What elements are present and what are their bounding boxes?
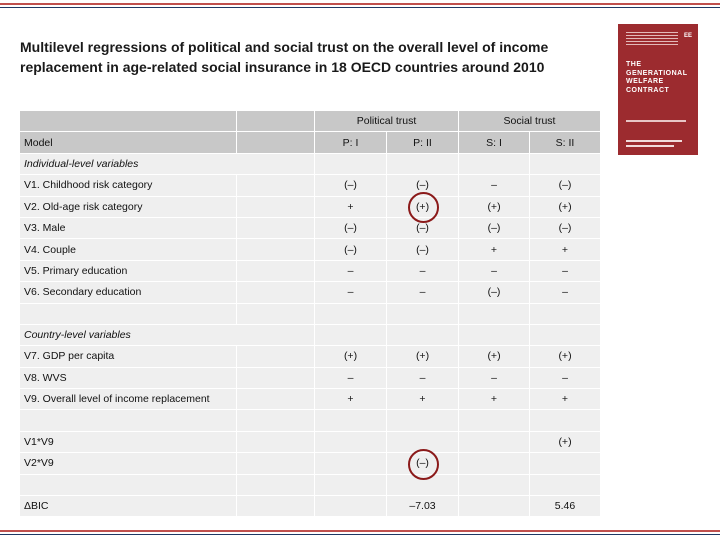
table-cell: + (459, 389, 530, 410)
row-label: V1. Childhood risk category (20, 175, 237, 196)
table-row: ΔBIC –7.03 5.46 (20, 496, 601, 517)
table-cell: (–) (459, 218, 530, 239)
table-cell: – (459, 261, 530, 282)
table-cell: + (459, 239, 530, 260)
cover-author-line (626, 140, 682, 142)
table-cell: (–) (459, 282, 530, 303)
section-label: Individual-level variables (20, 154, 315, 175)
column-header: S: I (459, 132, 530, 153)
row-label: V2*V9 (20, 453, 237, 474)
row-label: V1*V9 (20, 432, 237, 453)
table-cell (459, 432, 530, 453)
table-row: V7. GDP per capita (+) (+) (+) (+) (20, 346, 601, 367)
row-label: V2. Old-age risk category (20, 197, 237, 218)
table-row: V9. Overall level of income replacement … (20, 389, 601, 410)
book-cover-thumbnail: EE THE GENERATIONAL WELFARE CONTRACT (618, 24, 698, 155)
table-cell: – (387, 282, 459, 303)
table-row: V2. Old-age risk category + (+) (+) (+) (20, 197, 601, 218)
cover-subtitle-line (626, 120, 686, 122)
table-cell: – (387, 368, 459, 389)
table-cell: – (530, 282, 601, 303)
table-cell: (+) (530, 346, 601, 367)
bottom-decorative-band (0, 530, 720, 535)
row-label: V5. Primary education (20, 261, 237, 282)
row-label: V4. Couple (20, 239, 237, 260)
table-cell: (+) (315, 346, 387, 367)
table-cell (315, 432, 387, 453)
table-row: V3. Male (–) (–) (–) (–) (20, 218, 601, 239)
table-cell: (+) (459, 197, 530, 218)
row-label: V9. Overall level of income replacement (20, 389, 237, 410)
table-row: V2*V9 (–) (20, 453, 601, 474)
table-cell: – (387, 261, 459, 282)
table-cell: – (530, 261, 601, 282)
table-cell: + (315, 197, 387, 218)
column-header-row: Model P: I P: II S: I S: II (20, 132, 601, 153)
table-cell: (–) (315, 239, 387, 260)
section-label: Country-level variables (20, 325, 315, 346)
table-cell (315, 496, 387, 517)
spacer-row (20, 410, 601, 431)
table-cell: 5.46 (530, 496, 601, 517)
row-label: ΔBIC (20, 496, 237, 517)
table-cell: + (530, 389, 601, 410)
model-label: Model (20, 132, 237, 153)
table-cell: (–) (530, 218, 601, 239)
column-header: P: I (315, 132, 387, 153)
table-cell (315, 453, 387, 474)
social-trust-header: Social trust (459, 111, 601, 132)
table-cell: + (530, 239, 601, 260)
table-cell: – (315, 261, 387, 282)
top-decorative-band (0, 3, 720, 8)
table-cell: (+) (530, 432, 601, 453)
cover-title: THE GENERATIONAL WELFARE CONTRACT (626, 61, 687, 95)
table-cell: + (315, 389, 387, 410)
spacer-row (20, 475, 601, 496)
section-row: Individual-level variables (20, 154, 601, 175)
table-row: V8. WVS – – – – (20, 368, 601, 389)
row-label: V3. Male (20, 218, 237, 239)
table-cell: (–) (315, 218, 387, 239)
table-cell: – (459, 175, 530, 196)
table-cell: – (530, 368, 601, 389)
table-cell: + (387, 389, 459, 410)
row-label: V8. WVS (20, 368, 237, 389)
table-cell: (–) (315, 175, 387, 196)
cover-publisher-logo: EE (684, 33, 692, 40)
table-cell: –7.03 (387, 496, 459, 517)
table-row: V1*V9 (+) (20, 432, 601, 453)
row-label: V7. GDP per capita (20, 346, 237, 367)
table-cell: – (315, 368, 387, 389)
table-cell: (–) (387, 239, 459, 260)
highlight-circle (408, 449, 439, 480)
column-header: P: II (387, 132, 459, 153)
table-row: V4. Couple (–) (–) + + (20, 239, 601, 260)
table-cell: (+) (387, 346, 459, 367)
section-row: Country-level variables (20, 325, 601, 346)
table-cell: (+) (530, 197, 601, 218)
table-cell (530, 453, 601, 474)
table-cell: (+) (459, 346, 530, 367)
cover-blurb-lines (626, 32, 678, 47)
table-cell (459, 496, 530, 517)
table-row: V6. Secondary education – – (–) – (20, 282, 601, 303)
table-row: V1. Childhood risk category (–) (–) – (–… (20, 175, 601, 196)
table-cell: – (459, 368, 530, 389)
table-cell: (–) (530, 175, 601, 196)
political-trust-header: Political trust (315, 111, 459, 132)
table-row: V5. Primary education – – – – (20, 261, 601, 282)
regression-table: Political trust Social trust Model P: I … (20, 111, 601, 517)
group-header-row: Political trust Social trust (20, 111, 601, 132)
slide-title: Multilevel regressions of political and … (20, 37, 590, 77)
spacer-row (20, 304, 601, 325)
column-header: S: II (530, 132, 601, 153)
table-cell (459, 453, 530, 474)
row-label: V6. Secondary education (20, 282, 237, 303)
table-cell: – (315, 282, 387, 303)
cover-author-line (626, 145, 674, 147)
